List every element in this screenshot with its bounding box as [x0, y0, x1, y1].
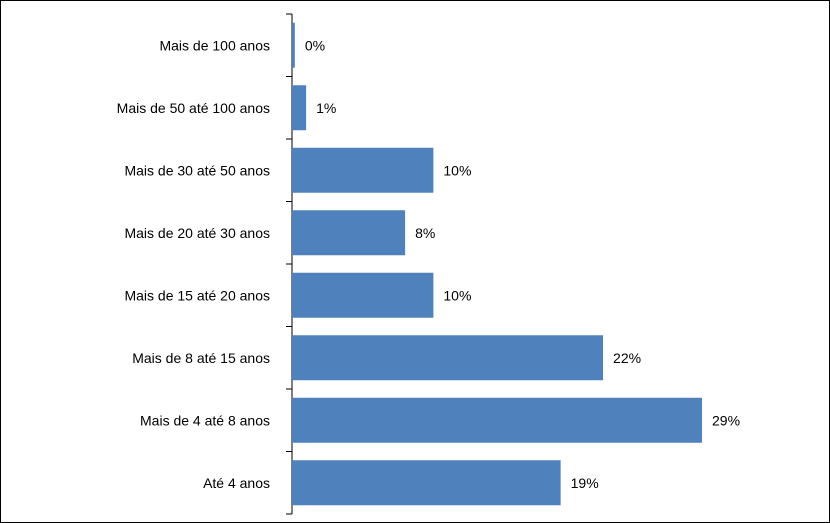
bars [292, 22, 703, 506]
value-label: 22% [613, 350, 641, 366]
value-label: 10% [443, 162, 471, 178]
category-label: Mais de 4 até 8 anos [140, 412, 270, 428]
bar [292, 210, 406, 256]
y-axis [286, 13, 293, 515]
value-label: 19% [571, 475, 599, 491]
value-label: 29% [712, 412, 740, 428]
value-label: 8% [415, 225, 435, 241]
category-labels: Mais de 100 anos Mais de 50 até 100 anos M… [117, 37, 270, 491]
category-label: Mais de 50 até 100 anos [117, 100, 270, 116]
bar [292, 85, 307, 131]
category-label: Mais de 100 anos [159, 37, 270, 53]
category-label: Até 4 anos [203, 475, 270, 491]
bar [292, 335, 604, 381]
bar [292, 272, 434, 318]
value-label: 0% [305, 37, 325, 53]
bar [292, 22, 295, 68]
category-label: Mais de 15 até 20 anos [124, 287, 270, 303]
category-label: Mais de 8 até 15 anos [132, 350, 270, 366]
value-labels: 0% 1% 10% 8% 10% 22% 29% 19% [305, 37, 740, 491]
bar [292, 460, 561, 506]
value-label: 1% [316, 100, 336, 116]
bar [292, 397, 703, 443]
value-label: 10% [443, 287, 471, 303]
bar [292, 147, 434, 193]
category-label: Mais de 20 até 30 anos [124, 225, 270, 241]
category-label: Mais de 30 até 50 anos [124, 162, 270, 178]
